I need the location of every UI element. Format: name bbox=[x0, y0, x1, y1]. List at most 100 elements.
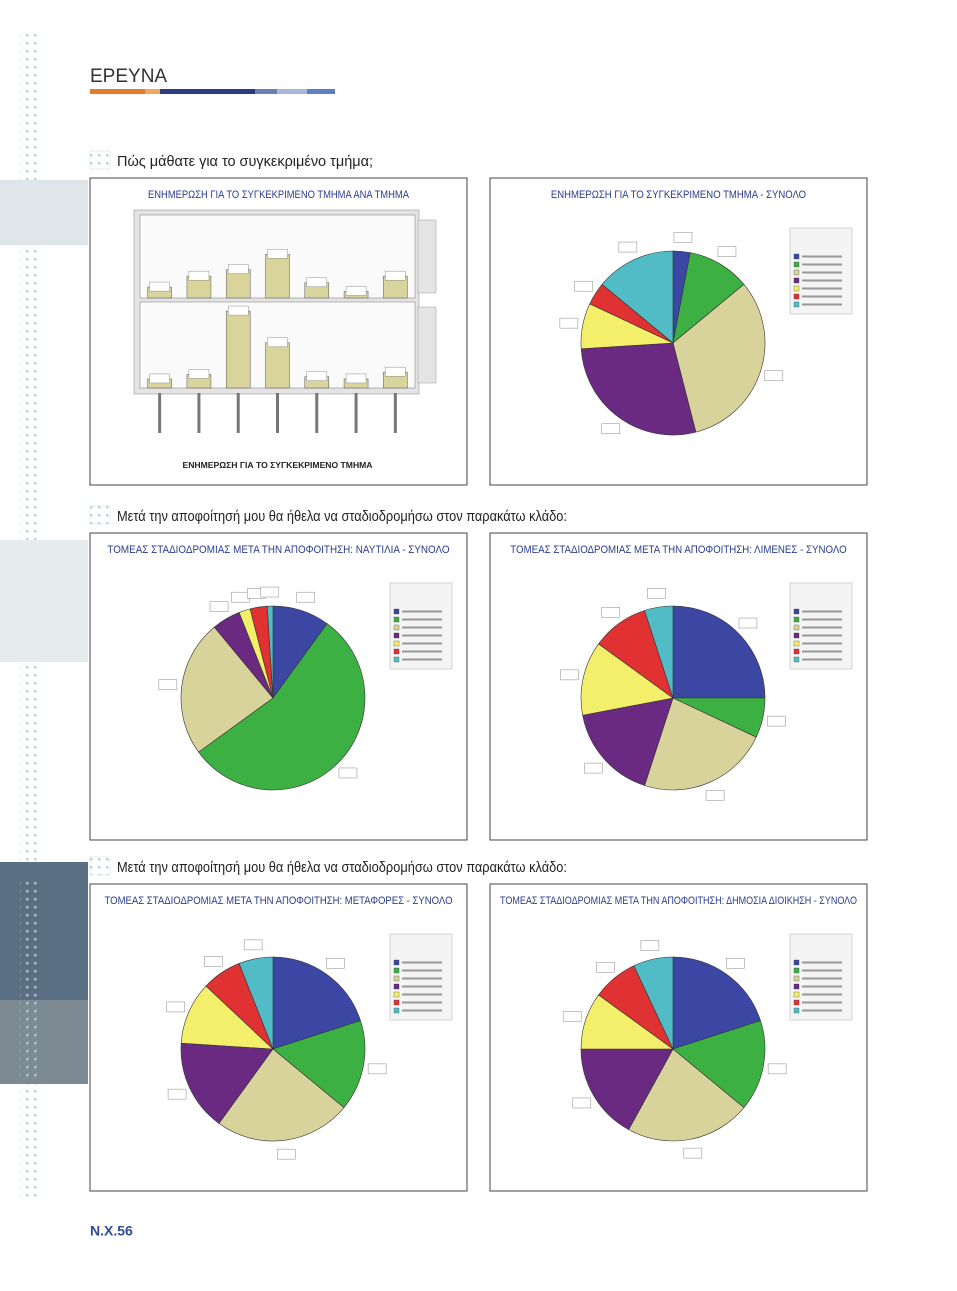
slice-label-box bbox=[601, 423, 620, 435]
pie-slice bbox=[580, 643, 674, 716]
legend-text bbox=[802, 295, 842, 298]
section-label: ΕΡΕΥΝΑ bbox=[90, 66, 167, 87]
chart-title: ΤΟΜΕΑΣ ΣΤΑΔΙΟΔΡΟΜΙΑΣ ΜΕΤΑ ΤΗΝ ΑΠΟΦΟΙΤΗΣΗ… bbox=[510, 544, 847, 556]
rule bbox=[160, 89, 255, 94]
pie-slice bbox=[198, 623, 366, 791]
legend-text bbox=[402, 634, 442, 637]
bar-label-box bbox=[306, 277, 327, 287]
legend-text bbox=[402, 626, 442, 629]
pie-slice bbox=[272, 1020, 366, 1109]
category-label bbox=[197, 393, 201, 433]
pie-slice bbox=[272, 956, 361, 1050]
legend-text bbox=[802, 985, 842, 988]
legend-text bbox=[802, 969, 842, 972]
legend-swatch bbox=[393, 991, 400, 998]
bar-label-box bbox=[267, 249, 288, 259]
legend-swatch bbox=[393, 959, 400, 966]
legend-text bbox=[802, 961, 842, 964]
legend-swatch bbox=[793, 632, 800, 639]
section-heading: Μετά την αποφοίτησή μου θα ήθελα να σταδ… bbox=[117, 859, 567, 876]
slice-label-box bbox=[572, 1097, 592, 1109]
legend-swatch bbox=[793, 616, 800, 623]
legend-text bbox=[802, 279, 842, 282]
slice-label-box bbox=[584, 762, 603, 774]
legend-text bbox=[402, 969, 442, 972]
legend-text bbox=[802, 626, 842, 629]
pie-slice bbox=[238, 956, 274, 1050]
legend-swatch bbox=[793, 975, 800, 982]
legend-text bbox=[402, 961, 442, 964]
panel-strip bbox=[417, 219, 437, 294]
slice-label-box bbox=[326, 957, 345, 969]
slice-label-box bbox=[230, 591, 250, 603]
legend-swatch bbox=[793, 648, 800, 655]
heading-icon bbox=[89, 150, 111, 170]
legend-swatch bbox=[793, 608, 800, 615]
legend-box bbox=[789, 933, 853, 1021]
bar-label-box bbox=[345, 286, 367, 296]
legend-swatch bbox=[793, 983, 800, 990]
chart-title: ΤΟΜΕΑΣ ΣΤΑΔΙΟΔΡΟΜΙΑΣ ΜΕΤΑ ΤΗΝ ΑΠΟΦΟΙΤΗΣΗ… bbox=[107, 544, 450, 556]
slice-label-box bbox=[647, 588, 666, 599]
pie-slice bbox=[180, 626, 274, 753]
slice-label-box bbox=[673, 232, 693, 243]
pie-slice bbox=[644, 697, 757, 791]
slice-label-box bbox=[167, 1088, 187, 1100]
legend-text bbox=[802, 1001, 842, 1004]
legend-swatch bbox=[793, 624, 800, 631]
side-photo bbox=[0, 1000, 88, 1084]
legend-text bbox=[802, 1009, 842, 1012]
legend-swatch bbox=[393, 1007, 400, 1014]
legend-swatch bbox=[793, 269, 800, 276]
rule bbox=[255, 89, 277, 94]
rule bbox=[307, 89, 335, 94]
pie-slice bbox=[672, 283, 766, 433]
bar-label-box bbox=[306, 371, 327, 381]
pie-slice bbox=[633, 956, 674, 1050]
slice-label-box bbox=[260, 586, 279, 598]
legend-text bbox=[402, 1001, 442, 1004]
legend-text bbox=[402, 650, 442, 653]
bar-label-box bbox=[149, 373, 170, 384]
legend-swatch bbox=[793, 293, 800, 300]
legend-swatch bbox=[793, 1007, 800, 1014]
category-label bbox=[315, 393, 319, 433]
legend-text bbox=[802, 634, 842, 637]
slice-label-box bbox=[338, 767, 358, 779]
legend-swatch bbox=[793, 999, 800, 1006]
legend-swatch bbox=[393, 975, 400, 982]
slice-label-box bbox=[243, 939, 263, 951]
side-block bbox=[0, 540, 88, 662]
page-number: Ν.Χ.56 bbox=[90, 1223, 133, 1239]
heading-icon bbox=[89, 505, 111, 525]
legend-swatch bbox=[793, 301, 800, 308]
slice-label-box bbox=[596, 962, 615, 973]
bar-label-box bbox=[228, 264, 249, 274]
legend-text bbox=[802, 977, 842, 980]
legend-swatch bbox=[793, 285, 800, 292]
side-block bbox=[0, 180, 88, 245]
pie-slice bbox=[580, 342, 697, 436]
slice-label-box bbox=[560, 669, 579, 681]
slice-label-box bbox=[705, 790, 725, 801]
legend-swatch bbox=[393, 983, 400, 990]
category-label bbox=[158, 393, 162, 433]
bar-label-box bbox=[188, 369, 210, 379]
legend-box bbox=[389, 582, 453, 670]
pie-slice bbox=[582, 697, 674, 786]
heading-icon bbox=[89, 856, 111, 876]
legend-text bbox=[402, 985, 442, 988]
legend-swatch bbox=[393, 648, 400, 655]
legend-text bbox=[802, 303, 842, 306]
legend-text bbox=[402, 610, 442, 613]
bar-label-box bbox=[385, 270, 406, 281]
legend-swatch bbox=[793, 253, 800, 260]
legend-text bbox=[802, 618, 842, 621]
pie-slice bbox=[644, 605, 674, 699]
legend-swatch bbox=[793, 991, 800, 998]
legend-swatch bbox=[793, 656, 800, 663]
slice-label-box bbox=[640, 940, 660, 951]
dot-strip bbox=[20, 880, 42, 1080]
pie-slice bbox=[266, 605, 274, 699]
